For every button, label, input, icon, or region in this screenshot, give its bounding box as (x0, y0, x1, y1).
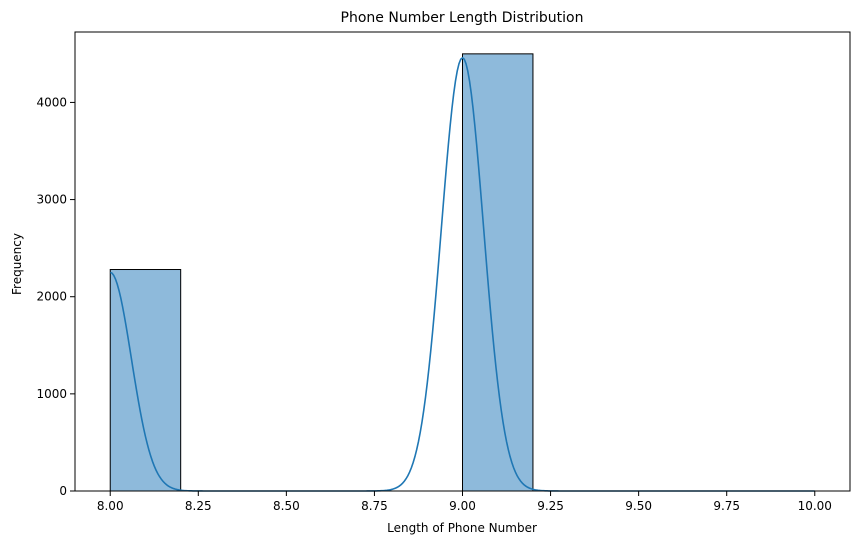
y-tick-label-3: 3000 (36, 193, 67, 207)
x-axis-label: Length of Phone Number (387, 521, 537, 535)
y-tick-label-4: 4000 (36, 95, 67, 109)
y-tick-label-1: 1000 (36, 387, 67, 401)
x-tick-label-6: 9.50 (625, 499, 652, 513)
histogram-bars (109, 53, 534, 492)
x-tick-label-7: 9.75 (713, 499, 740, 513)
x-tick-label-2: 8.50 (273, 499, 300, 513)
chart-title: Phone Number Length Distribution (341, 10, 584, 26)
y-tick-label-0: 0 (59, 484, 67, 498)
x-tick-label-3: 8.75 (361, 499, 388, 513)
y-axis-ticks: 0 1000 2000 3000 4000 (36, 95, 75, 498)
x-axis-ticks: 8.00 8.25 8.50 8.75 9.00 9.25 9.50 9.75 10.00 (97, 491, 832, 513)
histogram-bar-0 (109, 269, 182, 492)
x-tick-label-5: 9.25 (537, 499, 564, 513)
x-tick-label-1: 8.25 (185, 499, 212, 513)
histogram-bar-5 (462, 53, 534, 492)
y-tick-label-2: 2000 (36, 290, 67, 304)
x-tick-label-8: 10.00 (798, 499, 832, 513)
x-tick-label-4: 9.00 (449, 499, 476, 513)
x-tick-label-0: 8.00 (97, 499, 124, 513)
y-axis-label: Frequency (10, 233, 24, 295)
